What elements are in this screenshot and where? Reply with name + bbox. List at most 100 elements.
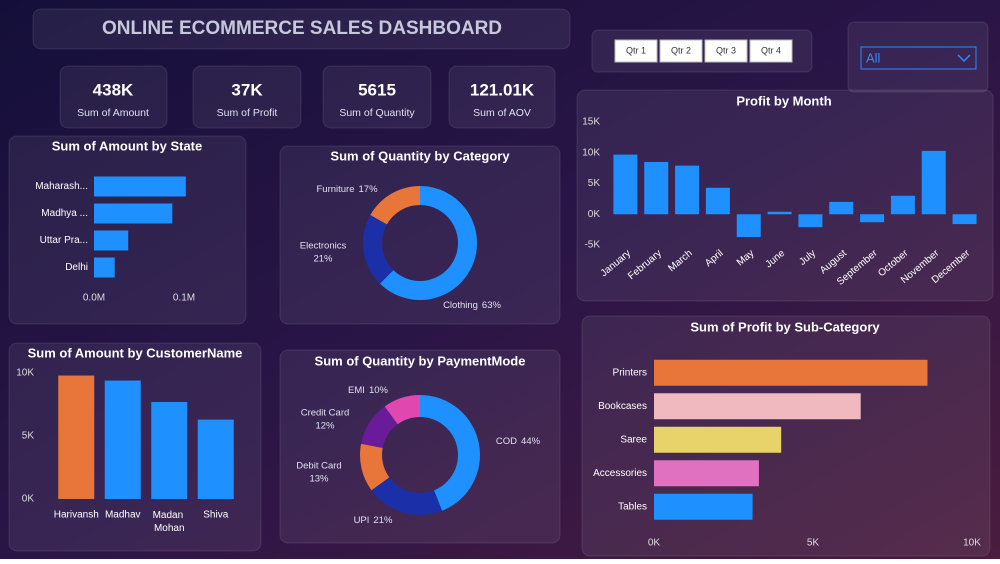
kpi-label: Sum of AOV xyxy=(473,107,531,119)
quarter-label[interactable]: Qtr 1 xyxy=(626,45,646,55)
donut-slice xyxy=(370,186,420,225)
bar xyxy=(197,419,234,499)
quarter-button[interactable] xyxy=(704,39,748,63)
kpi-label: Sum of Quantity xyxy=(339,107,415,119)
slice-category: EMI xyxy=(348,385,365,396)
slice-value: 12% xyxy=(315,421,335,432)
slice-label: Clothing 63% xyxy=(443,300,501,311)
bar xyxy=(798,214,823,228)
quarter-label[interactable]: Qtr 2 xyxy=(671,45,691,55)
bar xyxy=(58,375,95,499)
chart-title: Sum of Amount by State xyxy=(52,138,202,153)
y-tick-label: 0K xyxy=(22,494,35,505)
bar xyxy=(104,380,141,499)
donut-slice xyxy=(371,477,443,515)
slice-category: Debit Card xyxy=(296,461,341,472)
kpi-card xyxy=(448,65,556,129)
bar xyxy=(94,203,173,224)
slice-label: COD 44% xyxy=(496,436,541,447)
chart-title: Sum of Amount by CustomerName xyxy=(28,345,243,360)
y-tick-label: 5K xyxy=(22,431,35,442)
bar xyxy=(654,493,753,520)
bar xyxy=(890,195,915,215)
slice-category: UPI xyxy=(354,515,370,526)
chart-title: Sum of Profit by Sub-Category xyxy=(690,319,880,334)
donut-slice xyxy=(363,215,394,284)
y-tick-label: Saree xyxy=(620,434,647,445)
slice-label: Furniture 17% xyxy=(316,184,378,195)
bar xyxy=(675,165,700,215)
dropdown-panel xyxy=(847,21,989,93)
quarter-button[interactable] xyxy=(614,39,658,63)
chart-panel xyxy=(8,135,247,325)
slice-value: 21% xyxy=(313,254,333,265)
dropdown-value[interactable]: All xyxy=(866,50,881,65)
slice-value: 63% xyxy=(482,300,502,311)
x-tick-label: 0.1M xyxy=(173,293,195,304)
bar xyxy=(94,230,129,251)
bar xyxy=(94,176,186,197)
chart-title: Profit by Month xyxy=(736,93,831,108)
bar xyxy=(654,393,861,420)
kpi-value: 37K xyxy=(231,80,263,99)
dashboard-title: ONLINE ECOMMERCE SALES DASHBOARD xyxy=(102,18,502,39)
bar xyxy=(94,257,115,278)
dropdown-chevron[interactable] xyxy=(957,54,971,63)
bar xyxy=(613,154,638,215)
x-tick-label: 0.0M xyxy=(83,293,105,304)
y-tick-label: 5K xyxy=(588,178,601,189)
y-tick-label: Bookcases xyxy=(598,401,647,412)
bar xyxy=(654,460,759,487)
y-tick-label: Madhya ... xyxy=(41,208,88,219)
y-tick-label: Uttar Pra... xyxy=(40,235,88,246)
slice-category: Furniture xyxy=(316,184,354,195)
y-tick-label: 15K xyxy=(582,117,600,128)
chart-panel xyxy=(279,349,561,544)
kpi-card xyxy=(59,65,168,129)
y-tick-label: Printers xyxy=(613,367,647,378)
donut-slice xyxy=(420,395,481,511)
slice-category: Credit Card xyxy=(301,408,350,419)
x-tick-label: Madhav xyxy=(105,510,141,521)
y-tick-label: Delhi xyxy=(65,262,88,273)
chart-title: Sum of Quantity by Category xyxy=(330,148,510,163)
slice-label: EMI 10% xyxy=(348,385,388,396)
title-panel xyxy=(32,8,571,50)
y-tick-label: Maharash... xyxy=(35,181,88,192)
y-tick-label: Tables xyxy=(618,501,647,512)
x-tick-label: Harivansh xyxy=(54,510,99,521)
quarter-label[interactable]: Qtr 3 xyxy=(716,45,736,55)
quarter-label[interactable]: Qtr 4 xyxy=(761,45,781,55)
kpi-value: 121.01K xyxy=(470,80,535,99)
kpi-label: Sum of Amount xyxy=(77,107,149,119)
bar xyxy=(921,150,946,215)
kpi-value: 5615 xyxy=(358,80,396,99)
chart-panel xyxy=(576,89,994,302)
bar xyxy=(654,359,928,386)
x-tick-label: 5K xyxy=(807,538,820,549)
quarter-button[interactable] xyxy=(749,39,793,63)
bar xyxy=(151,401,188,499)
bar xyxy=(952,214,977,225)
bar xyxy=(829,201,854,215)
slice-category: COD xyxy=(496,436,517,447)
donut-slice xyxy=(360,443,390,491)
slice-value: 13% xyxy=(309,474,329,485)
dropdown[interactable] xyxy=(860,46,977,70)
slice-value: 21% xyxy=(373,515,393,526)
chart-title: Sum of Quantity by PaymentMode xyxy=(315,353,526,368)
y-tick-label: Accessories xyxy=(593,468,647,479)
quarter-button[interactable] xyxy=(659,39,703,63)
y-tick-label: -5K xyxy=(584,240,600,251)
bar xyxy=(705,187,730,215)
slice-value: 17% xyxy=(359,184,379,195)
y-tick-label: 10K xyxy=(582,147,600,158)
x-tick-label: 0K xyxy=(648,538,661,549)
kpi-card xyxy=(322,65,432,129)
slice-label: UPI 21% xyxy=(354,515,393,526)
donut-slice xyxy=(361,406,398,448)
y-tick-label: 0K xyxy=(588,209,601,220)
kpi-value: 438K xyxy=(93,80,134,99)
x-tick-label: Madan Mohan xyxy=(153,510,186,534)
